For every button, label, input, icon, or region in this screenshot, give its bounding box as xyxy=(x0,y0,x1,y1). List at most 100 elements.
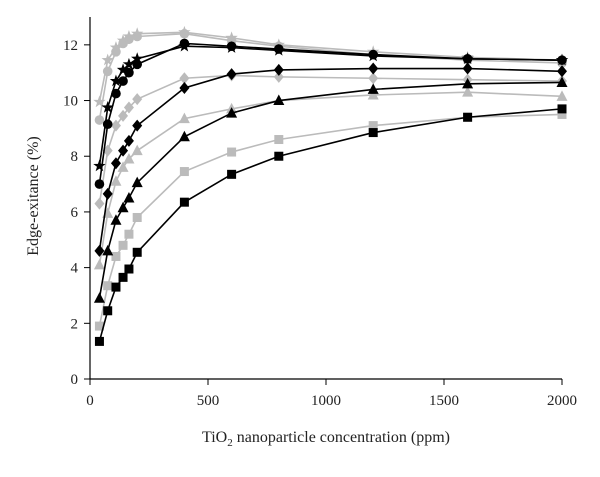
y-tick-label: 10 xyxy=(63,94,78,110)
data-point-circle xyxy=(124,67,134,78)
data-point-square xyxy=(118,240,128,250)
data-point-square xyxy=(274,151,284,161)
data-point-diamond xyxy=(94,244,105,257)
data-point-triangle xyxy=(178,130,190,142)
y-tick-label: 4 xyxy=(71,261,79,277)
data-point-triangle xyxy=(462,77,474,89)
data-point-star xyxy=(93,95,106,108)
data-point-star xyxy=(131,52,144,65)
x-tick-label: 0 xyxy=(86,393,94,409)
data-point-square xyxy=(368,121,378,131)
y-tick-label: 0 xyxy=(71,372,79,388)
data-point-square xyxy=(103,306,113,316)
series-square-black xyxy=(94,104,567,346)
data-point-square xyxy=(274,135,284,145)
data-point-triangle xyxy=(123,192,135,203)
data-point-square xyxy=(94,336,104,346)
data-point-diamond xyxy=(273,63,284,76)
data-point-circle xyxy=(118,76,128,86)
data-point-triangle xyxy=(93,292,105,303)
data-point-square xyxy=(227,147,237,157)
data-point-star xyxy=(131,27,144,39)
data-point-square xyxy=(124,229,134,239)
data-point-diamond xyxy=(557,65,567,78)
data-point-square xyxy=(557,109,567,119)
x-axis-title-main: TiO xyxy=(202,429,227,446)
data-point-star xyxy=(555,53,569,66)
series-line xyxy=(98,91,563,265)
y-tick-label: 2 xyxy=(71,316,79,332)
data-point-diamond xyxy=(110,157,121,170)
data-point-diamond xyxy=(132,119,143,132)
data-point-diamond xyxy=(110,119,121,132)
data-point-star xyxy=(225,41,238,53)
axes: 0 2 4 6 8 10 12 0 500 1000 1500 2000 xyxy=(63,17,577,409)
data-point-star xyxy=(109,74,123,87)
y-tick-label: 6 xyxy=(71,205,79,221)
series-diamond-black xyxy=(94,62,567,257)
data-point-diamond xyxy=(123,101,134,114)
x-tick-label: 500 xyxy=(197,393,220,409)
data-point-triangle xyxy=(123,153,135,164)
series-star-black xyxy=(93,39,569,172)
data-point-star xyxy=(272,43,285,56)
data-point-triangle xyxy=(226,107,238,118)
data-point-triangle xyxy=(556,90,568,101)
data-point-star xyxy=(122,29,136,42)
data-point-square xyxy=(368,128,378,138)
data-point-circle xyxy=(94,115,105,125)
data-point-diamond xyxy=(179,72,190,85)
series-layer xyxy=(93,25,569,346)
data-point-square xyxy=(132,212,142,222)
data-point-star xyxy=(367,49,380,62)
data-point-star xyxy=(116,63,130,76)
data-point-diamond xyxy=(132,93,143,106)
data-point-square xyxy=(179,167,189,177)
data-point-triangle xyxy=(117,161,129,172)
data-point-square xyxy=(111,282,121,292)
data-point-triangle xyxy=(117,201,129,213)
data-point-triangle xyxy=(131,144,143,156)
data-point-square xyxy=(103,281,113,291)
data-point-diamond xyxy=(462,62,473,75)
data-point-diamond xyxy=(118,144,129,157)
data-point-square xyxy=(179,197,189,207)
series-line xyxy=(98,67,563,252)
data-point-square xyxy=(557,104,567,114)
data-point-star xyxy=(101,101,114,113)
data-point-star xyxy=(101,53,114,66)
series-line xyxy=(98,42,563,185)
data-point-triangle xyxy=(273,94,285,106)
data-point-triangle xyxy=(102,244,114,256)
data-point-triangle xyxy=(367,83,379,94)
series-triangle-gray xyxy=(93,86,568,270)
data-point-square xyxy=(227,169,237,179)
data-point-circle xyxy=(94,179,105,189)
data-point-square xyxy=(94,321,104,331)
data-point-star xyxy=(116,34,130,46)
data-point-diamond xyxy=(368,62,379,75)
data-point-square xyxy=(132,247,142,257)
data-point-square xyxy=(463,112,473,122)
series-star-gray xyxy=(93,25,569,108)
data-point-triangle xyxy=(131,176,143,188)
y-tick-label: 8 xyxy=(71,149,79,165)
series-diamond-gray xyxy=(94,69,567,210)
series-line xyxy=(98,113,563,327)
y-tick-label: 12 xyxy=(63,38,78,54)
data-point-star xyxy=(109,41,123,53)
data-point-triangle xyxy=(110,175,122,186)
series-line xyxy=(98,108,563,342)
x-tick-label: 1000 xyxy=(311,393,341,409)
data-point-star xyxy=(461,52,474,65)
data-point-triangle xyxy=(462,86,474,97)
data-point-triangle xyxy=(556,76,568,87)
data-point-diamond xyxy=(368,72,379,85)
data-point-star xyxy=(122,57,136,70)
series-line xyxy=(98,45,563,167)
data-point-triangle xyxy=(93,258,105,270)
data-point-diamond xyxy=(94,197,105,210)
data-point-star xyxy=(178,25,191,38)
